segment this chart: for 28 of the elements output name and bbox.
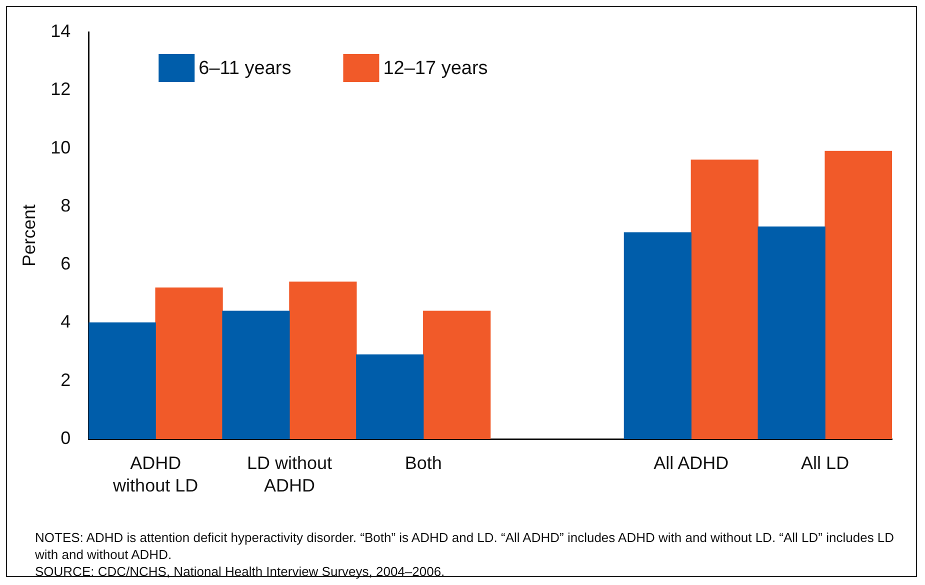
bar <box>758 226 826 439</box>
bar <box>222 310 290 439</box>
bar <box>155 288 223 439</box>
y-tick-label: 12 <box>50 79 71 100</box>
bar <box>423 310 491 439</box>
bar <box>690 160 758 439</box>
x-tick-label: Both <box>404 453 442 474</box>
text: NOTES: ADHD is attention deficit hyperactivity disorder. “Both” is ADHD and LD. “All ADHD” includes ADHD with and without LD. “All LD” includes LD with and without ADHD. <box>35 529 896 563</box>
legend-label: 12–17 years <box>383 58 488 80</box>
bar <box>624 232 692 439</box>
legend-label: 6–11 years <box>198 58 292 80</box>
x-tick-label: LD without ADHD <box>246 453 332 496</box>
y-tick-label: 10 <box>50 137 71 158</box>
bar <box>289 282 357 439</box>
y-tick-label: 14 <box>50 20 71 41</box>
bar <box>88 322 156 439</box>
y-tick-label: 0 <box>60 428 71 448</box>
y-tick-label: 6 <box>60 254 71 274</box>
bar <box>356 354 424 439</box>
x-tick-label: All LD <box>801 453 850 474</box>
x-tick-label: All ADHD <box>654 453 729 474</box>
source-note: SOURCE: CDC/NCHS, National Health Interview Surveys, 2004–2006. <box>35 563 446 580</box>
y-axis-title: Percent <box>18 204 39 267</box>
y-tick-label: 8 <box>60 195 71 216</box>
y-tick-label: 4 <box>60 312 71 332</box>
bar <box>824 150 892 439</box>
x-tick-label: ADHD without LD <box>112 453 198 496</box>
y-tick-label: 2 <box>60 370 71 390</box>
